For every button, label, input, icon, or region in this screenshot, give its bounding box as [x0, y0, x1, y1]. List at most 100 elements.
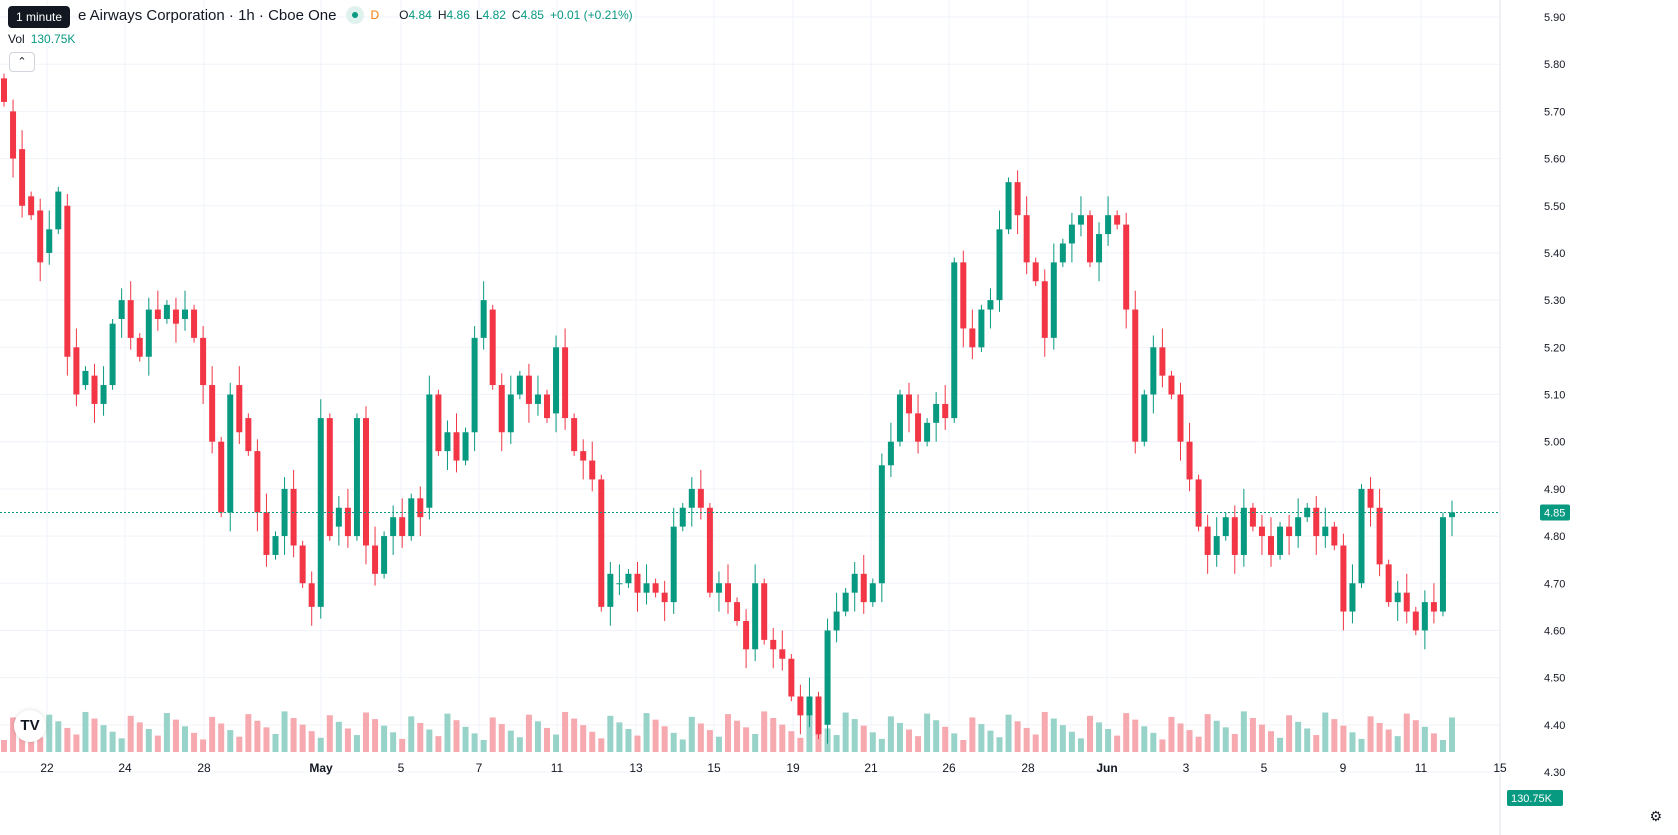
volume-bar: [1385, 729, 1392, 752]
volume-bar: [1349, 732, 1356, 752]
candle-body: [100, 385, 107, 404]
volume-bar: [869, 732, 876, 752]
candle-body: [1159, 347, 1166, 376]
candle-body: [1032, 262, 1039, 282]
volume-bar: [1150, 732, 1157, 752]
volume-bar: [64, 727, 71, 752]
volume-bar: [399, 738, 406, 752]
volume-bar: [806, 715, 813, 752]
candle-body: [534, 394, 541, 404]
candle-body: [915, 413, 922, 442]
price-axis: 5.90 5.80 5.70 5.60 5.50 5.40 5.30 5.20 5.10 5.00…: [1499, 0, 1565, 835]
volume-bar: [127, 715, 134, 752]
volume-bar: [1186, 730, 1193, 752]
time-tick-label: 7: [476, 761, 483, 775]
candle-body: [118, 300, 125, 319]
candle-body: [444, 432, 451, 452]
volume-bar: [489, 717, 496, 752]
volume-bar: [625, 729, 632, 752]
candle-body: [706, 507, 713, 593]
volume-bar: [1313, 735, 1320, 752]
candle-body: [1268, 536, 1274, 555]
volume-bar: [725, 714, 731, 752]
volume-bar: [679, 739, 686, 752]
volume-bar: [715, 736, 722, 752]
candle-body: [896, 394, 903, 442]
volume-bar: [1277, 737, 1284, 752]
candle-body: [815, 696, 822, 735]
volume-bar: [1141, 726, 1148, 752]
volume-bar: [1041, 711, 1048, 752]
price-tick-label: 4.50: [1544, 673, 1565, 685]
tradingview-logo-icon[interactable]: TV: [14, 710, 46, 742]
volume-bar: [1394, 736, 1401, 752]
candle-body: [679, 507, 686, 527]
volume-bar: [1213, 720, 1220, 752]
candle-body: [1304, 507, 1311, 518]
candle-body: [851, 573, 858, 593]
volume-bar: [616, 722, 623, 752]
time-tick-label: 28: [197, 761, 211, 775]
dividend-flag[interactable]: D: [370, 8, 380, 22]
time-tick-label: 15: [1493, 761, 1507, 775]
candle-body: [1014, 182, 1021, 216]
volume-bar: [915, 736, 922, 752]
volume-bar: [1014, 721, 1021, 752]
volume-bar: [73, 734, 80, 752]
candle-body: [1041, 281, 1048, 338]
candle-body: [770, 639, 777, 650]
volume-bar: [1077, 738, 1084, 752]
volume-bar: [779, 724, 786, 752]
chevron-up-icon[interactable]: ⌃: [9, 52, 35, 72]
symbol-title[interactable]: e Airways Corporation · 1h · Cboe One: [78, 6, 337, 24]
volume-bar: [571, 718, 578, 752]
candle-body: [1123, 224, 1130, 310]
candle-body: [227, 394, 234, 513]
volume-bar: [1132, 719, 1139, 752]
market-status-icon[interactable]: [346, 6, 365, 24]
volume-bar: [1050, 718, 1057, 752]
candle-body: [209, 385, 216, 442]
candle-body: [1005, 182, 1012, 230]
candle-body: [462, 432, 469, 461]
close-label: C: [511, 8, 521, 22]
candle-body: [145, 309, 152, 357]
volume-bar: [661, 726, 668, 752]
volume-bar: [1177, 723, 1184, 752]
candle-body: [1132, 309, 1139, 442]
candle-body: [1150, 347, 1157, 395]
candle-body: [1141, 394, 1148, 442]
volume-bar: [607, 715, 614, 752]
price-tick-label: 5.60: [1544, 154, 1565, 166]
candle-body: [1349, 583, 1356, 612]
candles: [1, 73, 1455, 744]
candle-body: [381, 536, 388, 574]
volume-bar: [670, 732, 677, 752]
change-value: +0.01 (+0.21%): [549, 8, 633, 22]
candle-body: [1222, 517, 1229, 537]
volume-bar: [1412, 720, 1419, 752]
candle-body: [1376, 507, 1383, 565]
volume-bar: [408, 716, 415, 752]
volume-bar: [1421, 726, 1428, 752]
volume-bar: [200, 739, 207, 752]
volume-bar: [353, 735, 360, 752]
price-tick-label: 5.20: [1544, 342, 1565, 354]
gear-icon[interactable]: ⚙: [1649, 808, 1662, 824]
volume-bar: [1430, 733, 1437, 752]
volume-bar: [933, 720, 940, 752]
candle-body: [960, 262, 967, 329]
candle-body: [598, 479, 605, 607]
volume-bar: [308, 731, 315, 752]
candle-body: [1077, 215, 1084, 225]
volume-bar: [471, 733, 478, 752]
candle-body: [725, 583, 731, 603]
volume-bar: [1114, 735, 1121, 752]
open-value: 4.84: [408, 8, 432, 22]
time-tick-label: 26: [942, 761, 956, 775]
candle-body: [10, 111, 17, 159]
candle-body: [82, 370, 89, 386]
volume-bar: [1195, 736, 1202, 752]
time-tick-label: 11: [1415, 761, 1428, 775]
